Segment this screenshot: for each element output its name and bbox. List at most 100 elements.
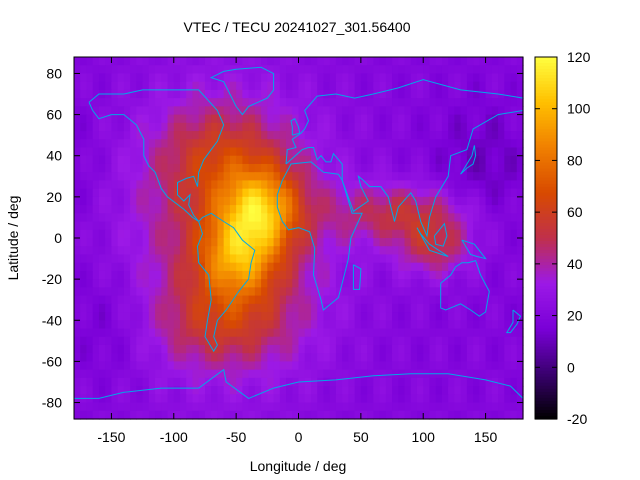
heatmap-cell xyxy=(410,353,418,363)
heatmap-cell xyxy=(310,402,318,412)
heatmap-cell xyxy=(86,369,94,379)
heatmap-cell xyxy=(504,246,512,256)
heatmap-cell xyxy=(173,246,181,256)
heatmap-cell xyxy=(211,106,219,116)
heatmap-cell xyxy=(304,270,312,280)
heatmap-cell xyxy=(98,172,106,182)
heatmap-cell xyxy=(292,361,300,371)
heatmap-cell xyxy=(466,402,474,412)
heatmap-cell xyxy=(485,122,493,132)
heatmap-cell xyxy=(261,73,268,83)
heatmap-cell xyxy=(342,98,349,107)
heatmap-cell xyxy=(155,353,162,363)
heatmap-cell xyxy=(261,196,268,206)
heatmap-cell xyxy=(335,336,343,346)
heatmap-cell xyxy=(473,279,480,288)
heatmap-cell xyxy=(223,131,231,140)
heatmap-cell xyxy=(460,361,468,371)
heatmap-cell xyxy=(173,377,181,387)
heatmap-cell xyxy=(367,163,374,173)
heatmap-cell xyxy=(161,131,169,140)
heatmap-cell xyxy=(198,402,206,412)
heatmap-cell xyxy=(148,361,156,371)
heatmap-cell xyxy=(317,246,325,256)
heatmap-cell xyxy=(329,386,337,395)
heatmap-cell xyxy=(123,73,131,83)
heatmap-cell xyxy=(498,402,505,412)
heatmap-cell xyxy=(448,279,456,288)
heatmap-cell xyxy=(516,361,524,371)
heatmap-cell xyxy=(267,402,275,412)
heatmap-cell xyxy=(360,295,368,305)
heatmap-cell xyxy=(429,262,437,272)
heatmap-cell xyxy=(217,98,225,107)
heatmap-cell xyxy=(429,89,437,99)
heatmap-cell xyxy=(466,270,474,280)
heatmap-cell xyxy=(504,172,512,182)
heatmap-cell xyxy=(236,410,243,420)
heatmap-cell xyxy=(98,155,106,165)
heatmap-cell xyxy=(448,386,456,395)
heatmap-cell xyxy=(167,57,175,66)
heatmap-cell xyxy=(410,295,418,305)
heatmap-cell xyxy=(273,262,281,272)
heatmap-cell xyxy=(404,361,412,371)
heatmap-cell xyxy=(92,122,100,132)
heatmap-cell xyxy=(217,394,225,404)
heatmap-cell xyxy=(348,106,356,116)
heatmap-cell xyxy=(466,254,474,264)
heatmap-cell xyxy=(142,295,150,305)
heatmap-cell xyxy=(510,279,518,288)
heatmap-cell xyxy=(479,139,487,149)
heatmap-cell xyxy=(335,139,343,149)
heatmap-cell xyxy=(242,295,250,305)
heatmap-cell xyxy=(348,98,356,107)
heatmap-cell xyxy=(286,377,293,387)
heatmap-cell xyxy=(398,188,406,198)
heatmap-cell xyxy=(229,196,237,206)
heatmap-cell xyxy=(136,369,144,379)
heatmap-cell xyxy=(111,106,119,116)
heatmap-cell xyxy=(273,287,281,297)
heatmap-cell xyxy=(279,377,287,387)
heatmap-cell xyxy=(198,221,206,231)
heatmap-cell xyxy=(236,246,243,256)
heatmap-cell xyxy=(310,344,318,354)
heatmap-cell xyxy=(354,229,362,239)
heatmap-cell xyxy=(242,114,250,124)
heatmap-cell xyxy=(491,114,499,124)
heatmap-cell xyxy=(123,344,131,354)
heatmap-cell xyxy=(267,155,275,165)
heatmap-cell xyxy=(273,98,281,107)
heatmap-cell xyxy=(173,295,181,305)
heatmap-cell xyxy=(117,205,125,214)
heatmap-cell xyxy=(105,238,113,247)
heatmap-cell xyxy=(491,270,499,280)
heatmap-cell xyxy=(161,221,169,231)
heatmap-cell xyxy=(454,262,462,272)
heatmap-cell xyxy=(385,221,393,231)
heatmap-cell xyxy=(186,163,194,173)
heatmap-cell xyxy=(86,229,94,239)
heatmap-cell xyxy=(211,262,219,272)
heatmap-cell xyxy=(329,361,337,371)
heatmap-cell xyxy=(298,155,306,165)
heatmap-cell xyxy=(273,238,281,247)
heatmap-cell xyxy=(354,303,362,313)
heatmap-cell xyxy=(516,344,524,354)
colorbar-segment xyxy=(535,72,557,76)
heatmap-cell xyxy=(273,221,281,231)
heatmap-cell xyxy=(466,320,474,330)
heatmap-cell xyxy=(329,114,337,124)
heatmap-cell xyxy=(273,73,281,83)
heatmap-cell xyxy=(323,98,331,107)
heatmap-cell xyxy=(304,238,312,247)
heatmap-cell xyxy=(329,196,337,206)
heatmap-cell xyxy=(367,344,374,354)
heatmap-cell xyxy=(441,147,449,157)
heatmap-cell xyxy=(236,131,243,140)
heatmap-cell xyxy=(117,320,125,330)
heatmap-cell xyxy=(360,213,368,223)
heatmap-cell xyxy=(155,221,162,231)
heatmap-cell xyxy=(404,172,412,182)
